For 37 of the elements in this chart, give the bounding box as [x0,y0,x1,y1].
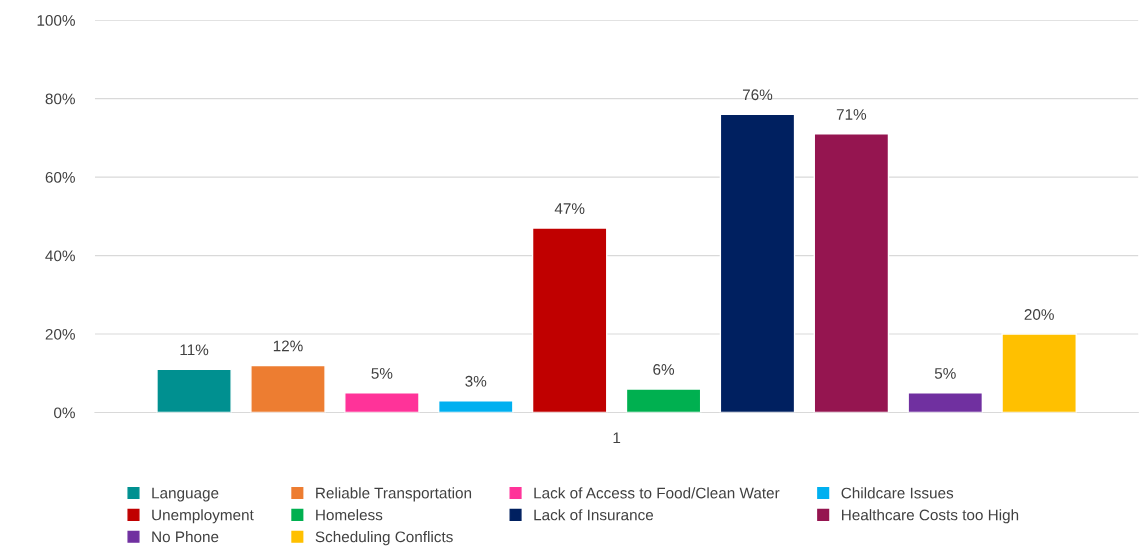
data-label: 6% [653,364,675,375]
legend-label: No Phone [152,531,219,543]
bar [1001,333,1077,413]
bar [437,400,514,413]
legend-label: Unemployment [152,509,254,524]
data-label: 3% [465,375,487,387]
y-tick-label: 80% [45,93,75,105]
legend-label: Language [152,487,219,502]
data-label: 47% [554,203,585,214]
y-tick-label: 20% [45,328,75,340]
data-label: 76% [742,89,773,101]
bar [531,227,608,413]
bar [719,113,796,413]
y-tick-label: 100% [37,14,75,26]
legend-label: Reliable Transportation [316,487,472,502]
bar [907,392,984,413]
legend-label: Healthcare Costs too High [842,509,1019,524]
data-label: 71% [836,109,867,120]
x-tick-label: 1 [613,432,621,444]
legend-label: Lack of Access to Food/Clean Water [534,487,780,499]
bar [250,364,326,413]
data-label: 20% [1024,309,1054,320]
y-tick-label: 0% [54,407,75,419]
legend-label: Homeless [316,509,383,521]
legend-label: Lack of Insurance [534,509,654,521]
bar [625,388,702,413]
bar [156,368,232,413]
data-label: 5% [371,368,393,379]
y-tick-label: 60% [45,171,75,183]
bar [813,133,890,413]
bar [344,392,420,413]
data-label: 12% [273,340,303,352]
legend-label: Childcare Issues [841,487,954,499]
data-label: 11% [180,344,209,356]
data-label: 5% [934,368,956,379]
y-tick-label: 40% [45,250,75,262]
legend-label: Scheduling Conflicts [315,531,453,546]
